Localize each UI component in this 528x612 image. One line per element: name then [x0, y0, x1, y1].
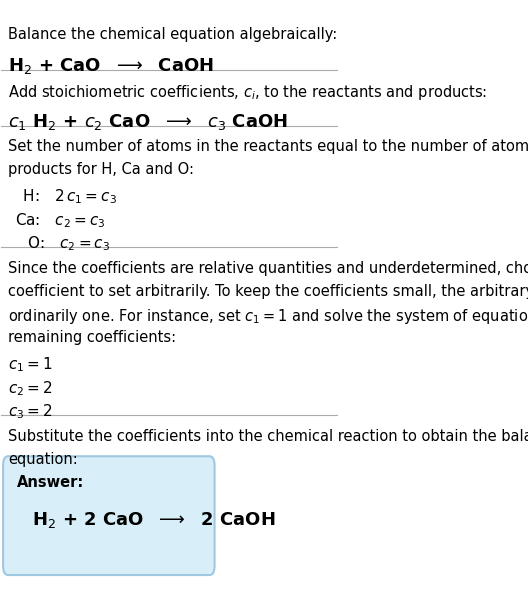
Text: Add stoichiometric coefficients, $c_i$, to the reactants and products:: Add stoichiometric coefficients, $c_i$, …	[8, 83, 487, 102]
Text: Substitute the coefficients into the chemical reaction to obtain the balanced: Substitute the coefficients into the che…	[8, 429, 528, 444]
Text: H: $\ \ 2\,c_1 = c_3$: H: $\ \ 2\,c_1 = c_3$	[18, 188, 117, 206]
Text: Set the number of atoms in the reactants equal to the number of atoms in the: Set the number of atoms in the reactants…	[8, 139, 528, 154]
Text: H$_2$ + CaO  $\longrightarrow$  CaOH: H$_2$ + CaO $\longrightarrow$ CaOH	[8, 56, 214, 76]
Text: products for H, Ca and O:: products for H, Ca and O:	[8, 162, 194, 177]
Text: remaining coefficients:: remaining coefficients:	[8, 330, 176, 345]
Text: coefficient to set arbitrarily. To keep the coefficients small, the arbitrary va: coefficient to set arbitrarily. To keep …	[8, 284, 528, 299]
Text: Balance the chemical equation algebraically:: Balance the chemical equation algebraica…	[8, 27, 337, 42]
Text: equation:: equation:	[8, 452, 78, 467]
Text: $c_1$ H$_2$ + $c_2$ CaO  $\longrightarrow$  $c_3$ CaOH: $c_1$ H$_2$ + $c_2$ CaO $\longrightarrow…	[8, 112, 288, 132]
Text: O: $\ \ c_2 = c_3$: O: $\ \ c_2 = c_3$	[18, 234, 110, 253]
Text: $c_1 = 1$: $c_1 = 1$	[8, 356, 53, 375]
Text: $c_3 = 2$: $c_3 = 2$	[8, 402, 53, 420]
Text: Answer:: Answer:	[16, 474, 84, 490]
Text: $c_2 = 2$: $c_2 = 2$	[8, 379, 53, 398]
FancyBboxPatch shape	[3, 456, 214, 575]
Text: ordinarily one. For instance, set $c_1 = 1$ and solve the system of equations fo: ordinarily one. For instance, set $c_1 =…	[8, 307, 528, 326]
Text: H$_2$ + 2 CaO  $\longrightarrow$  2 CaOH: H$_2$ + 2 CaO $\longrightarrow$ 2 CaOH	[32, 510, 275, 530]
Text: Ca: $\ \ c_2 = c_3$: Ca: $\ \ c_2 = c_3$	[15, 211, 105, 230]
Text: Since the coefficients are relative quantities and underdetermined, choose a: Since the coefficients are relative quan…	[8, 261, 528, 276]
